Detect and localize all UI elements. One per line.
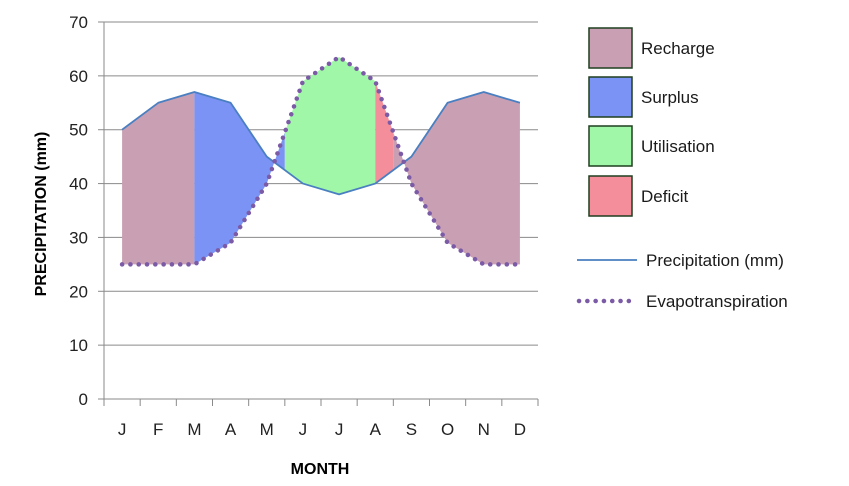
- plot-areas: [122, 57, 520, 265]
- legend-swatch-surplus: [588, 76, 633, 118]
- x-axis-title: MONTH: [291, 461, 350, 478]
- plot-lines: [119, 54, 523, 267]
- legend: Recharge Surplus Utilisation Deficit Precipi…: [576, 27, 788, 311]
- x-tick-label: F: [153, 420, 163, 439]
- legend-label: Precipitation (mm): [646, 251, 784, 270]
- y-tick-label: 60: [69, 67, 88, 86]
- legend-label: Utilisation: [641, 137, 715, 156]
- zone-recharge: [122, 92, 195, 265]
- legend-label: Evapotranspiration: [646, 292, 788, 311]
- x-tick-label: M: [187, 420, 201, 439]
- zone-utilisation: [284, 57, 376, 195]
- x-tick-label: O: [441, 420, 454, 439]
- y-tick-label: 0: [79, 390, 88, 409]
- x-tick-label: N: [478, 420, 490, 439]
- legend-swatch-deficit: [588, 175, 633, 217]
- x-tick-label: M: [260, 420, 274, 439]
- x-tick-label: S: [406, 420, 417, 439]
- x-tick-label: J: [299, 420, 308, 439]
- x-tick-label: J: [335, 420, 344, 439]
- y-tick-label: 70: [69, 13, 88, 32]
- evapotranspiration-line: [119, 54, 523, 267]
- y-tick-label: 20: [69, 282, 88, 301]
- y-axis-title: PRECIPITATION (mm): [33, 132, 50, 297]
- x-tick-label: A: [370, 420, 382, 439]
- precipitation-line: [121, 91, 521, 196]
- zone-deficit: [375, 81, 394, 184]
- y-tick-label: 50: [69, 121, 88, 140]
- zone-surplus: [194, 92, 285, 265]
- legend-label: Deficit: [641, 187, 689, 206]
- y-tick-label: 30: [69, 228, 88, 247]
- y-tick-label: 40: [69, 175, 88, 194]
- legend-swatch-recharge: [588, 27, 633, 69]
- plot-axes: 0 10 20 30 40 50 60 70 J F M A M J J A S O N D: [69, 13, 539, 439]
- x-tick-label: A: [225, 420, 237, 439]
- x-tick-label: J: [118, 420, 127, 439]
- legend-label: Surplus: [641, 88, 699, 107]
- x-tick-label: D: [514, 420, 526, 439]
- y-tick-label: 10: [69, 336, 88, 355]
- zone-recharge: [393, 92, 520, 265]
- legend-swatch-utilisation: [588, 125, 633, 167]
- legend-label: Recharge: [641, 39, 715, 58]
